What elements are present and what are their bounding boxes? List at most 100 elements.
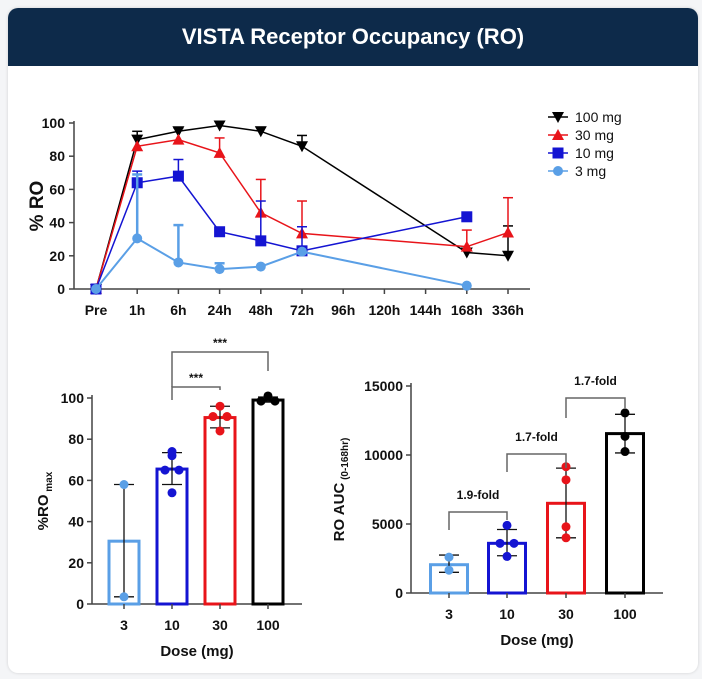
x-tick-label: 48h — [249, 302, 273, 318]
data-point — [214, 226, 226, 238]
data-point — [172, 170, 184, 182]
data-point — [502, 226, 514, 238]
data-point — [263, 391, 273, 401]
x-tick-label: 96h — [331, 302, 355, 318]
series-line-30mg — [95, 138, 509, 290]
x-tick-label: 6h — [170, 302, 186, 318]
significance-bracket — [171, 386, 221, 400]
x-tick-label: 10 — [164, 617, 180, 633]
data-point — [213, 120, 226, 132]
data-point — [160, 465, 170, 475]
y-tick-label: 5000 — [372, 516, 403, 532]
x-tick-label: 72h — [290, 302, 314, 318]
bracket-label: 1.9-fold — [457, 488, 500, 502]
data-point — [256, 396, 266, 406]
y-tick-label: 0 — [76, 596, 84, 612]
significance-bracket — [565, 397, 626, 418]
bracket-label: *** — [213, 336, 227, 350]
x-tick-label: 168h — [451, 302, 483, 318]
y-tick-label: 60 — [49, 181, 65, 197]
data-point — [173, 257, 184, 268]
data-point — [215, 401, 225, 411]
x-tick-label: 336h — [492, 302, 524, 318]
data-point — [172, 126, 185, 138]
bracket-label: *** — [189, 371, 203, 385]
y-tick-label: 15000 — [364, 378, 403, 394]
x-tick-label: 1h — [129, 302, 145, 318]
x-tick-label: Pre — [85, 302, 108, 318]
y-tick-label: 20 — [49, 248, 65, 264]
x-tick-label: 100 — [256, 617, 280, 633]
x-tick-label: 144h — [410, 302, 442, 318]
y-tick-label: 40 — [68, 514, 84, 530]
bar — [605, 432, 645, 595]
x-tick-label: 3 — [120, 617, 128, 633]
data-point — [561, 522, 571, 532]
data-point — [132, 233, 143, 244]
y-tick-label: 0 — [395, 585, 403, 601]
legend-marker — [553, 166, 563, 176]
data-point — [174, 465, 184, 475]
legend-label: 100 mg — [575, 109, 622, 125]
data-point — [620, 431, 630, 441]
y-tick-label: 40 — [49, 215, 65, 231]
data-point — [208, 412, 218, 422]
bracket-label: 1.7-fold — [574, 374, 617, 388]
data-point — [620, 408, 630, 418]
data-point — [495, 538, 505, 548]
significance-bracket — [448, 511, 508, 530]
legend-marker — [552, 147, 564, 159]
x-tick-label: 30 — [212, 617, 228, 633]
legend-label: 10 mg — [575, 145, 614, 161]
y-axis-label-subscript: (0-168hr) — [340, 438, 351, 483]
data-point — [215, 426, 225, 436]
y-tick-label: 10000 — [364, 447, 403, 463]
x-tick-label: 3 — [445, 606, 453, 622]
data-point — [254, 126, 267, 138]
bar — [203, 416, 237, 606]
y-tick-label: 80 — [49, 148, 65, 164]
figure-card: VISTA Receptor Occupancy (RO) — [8, 8, 698, 673]
significance-bracket — [171, 351, 269, 387]
x-tick-label: 24h — [208, 302, 232, 318]
data-point — [460, 240, 473, 252]
bracket-label: 1.7-fold — [515, 430, 558, 444]
legend-label: 30 mg — [575, 127, 614, 143]
y-axis-label-subscript: max — [44, 471, 55, 494]
y-tick-label: 60 — [68, 472, 84, 488]
data-point — [296, 141, 308, 153]
data-point — [561, 533, 571, 543]
y-axis-label: %RO max — [35, 471, 55, 530]
data-point — [561, 475, 571, 485]
series-line-10mg — [95, 175, 467, 290]
data-point — [444, 552, 454, 562]
data-point — [222, 412, 232, 422]
data-point — [172, 133, 185, 145]
data-point — [461, 211, 473, 223]
data-point — [502, 551, 512, 561]
y-tick-label: 100 — [61, 390, 85, 406]
legend-marker — [552, 129, 564, 140]
x-tick-label: 10 — [499, 606, 515, 622]
data-point — [167, 451, 177, 461]
data-point — [297, 246, 307, 257]
data-point — [255, 235, 267, 247]
data-point — [91, 284, 101, 294]
y-tick-label: 0 — [57, 281, 65, 297]
x-axis-label: Dose (mg) — [160, 643, 233, 660]
data-point — [620, 447, 630, 457]
data-point — [119, 592, 129, 602]
x-tick-label: 100 — [613, 606, 637, 622]
y-tick-label: 80 — [68, 431, 84, 447]
data-point — [255, 261, 266, 272]
data-point — [270, 396, 280, 406]
bar — [251, 398, 285, 606]
x-tick-label: 30 — [558, 606, 574, 622]
data-point — [131, 140, 144, 152]
data-point — [214, 264, 225, 275]
legend-label: 3 mg — [575, 163, 606, 179]
significance-bracket — [506, 453, 567, 472]
data-point — [167, 488, 177, 498]
data-point — [502, 520, 512, 530]
